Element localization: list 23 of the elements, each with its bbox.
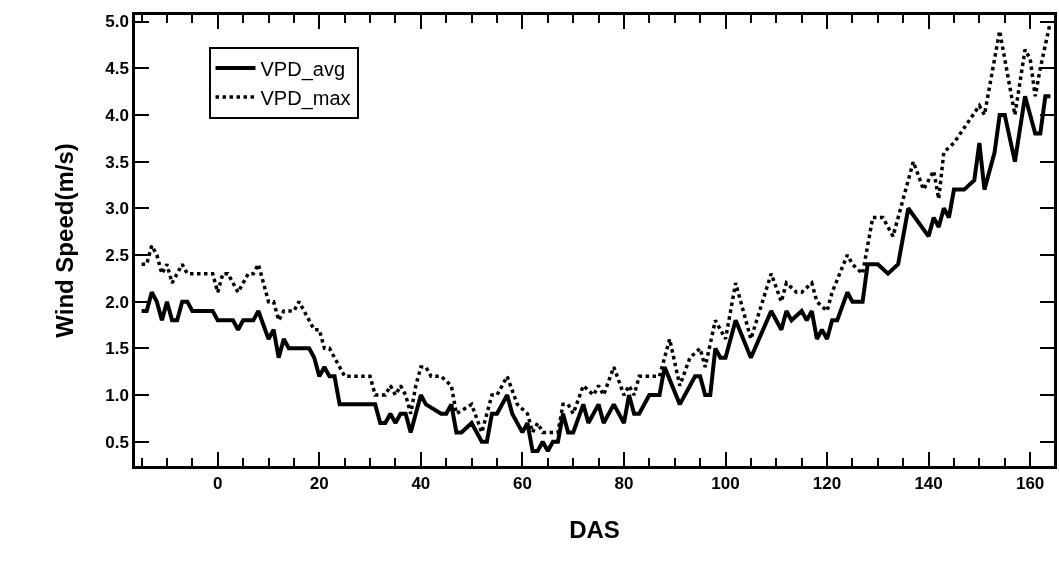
x-tick-label: 120: [812, 474, 842, 494]
x-tick-label: 0: [213, 474, 223, 494]
y-tick-label: 4.0: [105, 105, 129, 125]
x-axis-title: DAS: [569, 516, 620, 544]
x-tick-label: 60: [512, 474, 532, 494]
y-tick-label: 5.0: [105, 12, 129, 32]
y-tick-label: 4.5: [105, 59, 129, 79]
y-tick-label: 2.5: [105, 245, 129, 265]
y-tick-label: 3.0: [105, 199, 129, 219]
x-tick-label: 100: [711, 474, 740, 494]
x-tick-label: 20: [309, 474, 329, 494]
x-tick-label: 40: [411, 474, 431, 494]
y-tick-label: 2.0: [105, 292, 129, 312]
legend-label: VPD_avg: [260, 57, 346, 81]
y-tick-label: 1.0: [105, 385, 129, 405]
y-axis-title: Wind Speed(m/s): [51, 143, 79, 338]
y-tick-label: 1.5: [105, 339, 129, 359]
x-tick-label: 80: [614, 474, 634, 494]
y-tick-label: 0.5: [105, 432, 129, 452]
x-tick-label: 160: [1015, 474, 1045, 494]
y-tick-label: 3.5: [105, 152, 129, 172]
legend-label: VPD_max: [260, 86, 351, 110]
x-tick-label: 140: [914, 474, 943, 494]
